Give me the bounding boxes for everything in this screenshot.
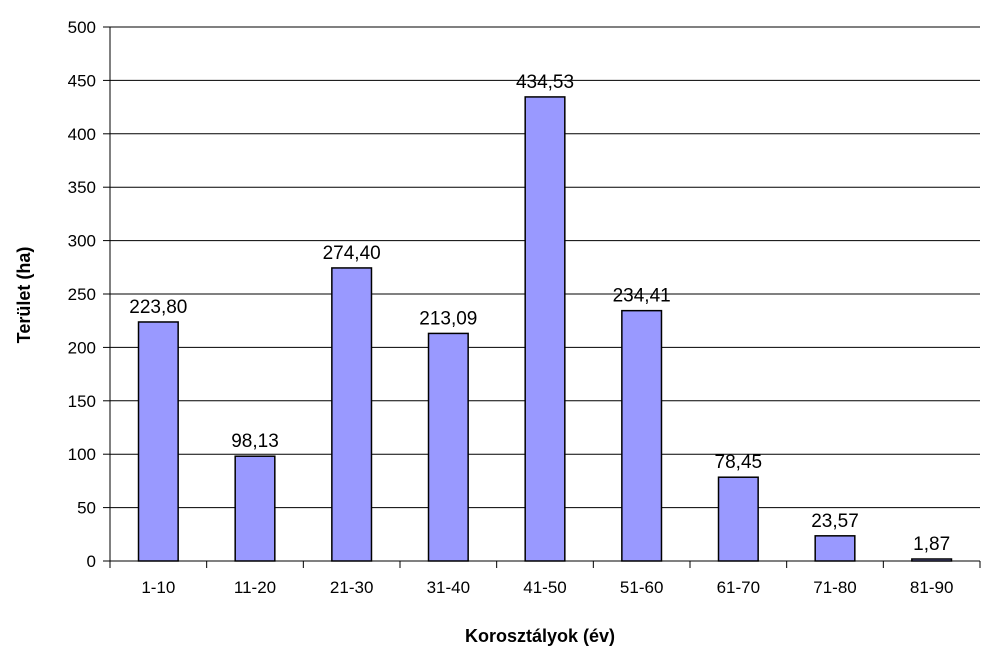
bar-71-80 [814, 535, 856, 562]
data-label: 434,53 [516, 72, 574, 93]
y-axis-title: Terület (ha) [14, 247, 34, 344]
y-tick-label: 400 [68, 125, 96, 144]
data-label: 223,80 [129, 297, 187, 318]
x-axis-title: Korosztályok (év) [465, 626, 615, 646]
x-tick-label: 41-50 [523, 578, 566, 597]
bars [137, 96, 953, 562]
data-label: 274,40 [323, 243, 381, 264]
bar-31-40 [427, 332, 469, 562]
y-tick-label: 350 [68, 178, 96, 197]
x-tick-label: 21-30 [330, 578, 373, 597]
data-label: 78,45 [715, 452, 763, 473]
y-tick-label: 500 [68, 18, 96, 37]
data-labels: 223,80 98,13 274,40 213,09 434,53 234,41 78,45… [129, 72, 950, 555]
x-tick-label: 1-10 [141, 578, 175, 597]
bar-61-70 [717, 476, 759, 562]
x-tick-label: 51-60 [620, 578, 663, 597]
data-label: 23,57 [811, 511, 859, 532]
y-tick-label: 100 [68, 445, 96, 464]
x-tick-label: 11-20 [234, 578, 276, 597]
bar-11-20 [234, 455, 276, 562]
y-tick-label: 0 [87, 552, 96, 571]
y-tick-label: 150 [68, 392, 96, 411]
y-tick-label: 200 [68, 338, 96, 357]
data-label: 1,87 [913, 534, 950, 555]
y-tick-labels: 0 50 100 150 200 250 300 350 400 450 500 [68, 18, 96, 571]
y-tick-label: 300 [68, 232, 96, 251]
data-label: 213,09 [419, 308, 477, 329]
x-tick-label: 71-80 [813, 578, 856, 597]
data-label: 234,41 [613, 286, 671, 307]
bar-41-50 [524, 96, 566, 562]
bar-1-10 [137, 321, 179, 562]
x-tick-labels: 1-10 11-20 21-30 31-40 41-50 51-60 61-70 71-80 8… [141, 578, 953, 597]
y-tick-label: 50 [77, 499, 96, 518]
data-label: 98,13 [231, 431, 279, 452]
axes [103, 26, 981, 568]
y-tick-label: 450 [68, 71, 96, 90]
x-tick-label: 31-40 [427, 578, 470, 597]
y-tick-label: 250 [68, 285, 96, 304]
x-tick-label: 61-70 [717, 578, 760, 597]
bar-21-30 [331, 267, 373, 562]
bar-51-60 [621, 309, 663, 562]
x-tick-label: 81-90 [910, 578, 953, 597]
